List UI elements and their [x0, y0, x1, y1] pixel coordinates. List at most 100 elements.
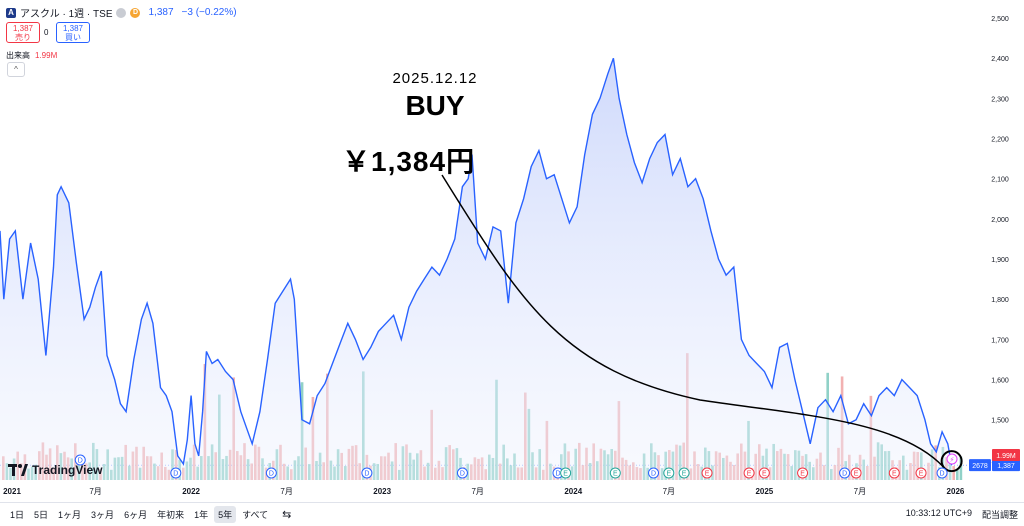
x-tick-label: 7月 [854, 487, 866, 496]
range-button-0[interactable]: 1日 [10, 510, 25, 520]
y-tick-label: 1,800 [991, 297, 1009, 304]
range-button-5[interactable]: 年初来 [157, 510, 185, 520]
lightning-glyph: ⚡ [950, 456, 955, 464]
event-marker-label: D [269, 471, 274, 478]
earnings-marker-icon [701, 467, 713, 479]
event-marker-label: D [173, 471, 178, 478]
earnings-marker-icon [850, 467, 862, 479]
x-tick-label: 7月 [280, 487, 292, 496]
y-axis: 1,4001,5001,6001,7001,8001,9002,0002,100… [991, 16, 1009, 465]
dividend-marker-icon [648, 467, 660, 479]
event-marker-label: D [364, 471, 369, 478]
annotation-price: ￥1,384円 [342, 146, 476, 177]
event-marker-label: E [705, 471, 710, 478]
price-area-fill [0, 58, 952, 480]
x-tick-label: 2026 [947, 487, 965, 496]
sell-label: 売り [15, 32, 31, 42]
event-marker-label: D [842, 471, 847, 478]
y-tick-label: 2,500 [991, 16, 1009, 23]
earnings-marker-icon [609, 467, 621, 479]
y-tick-label: 2,300 [991, 96, 1009, 103]
sell-price: 1,387 [12, 23, 34, 33]
y-tick-label: 1,500 [991, 418, 1009, 425]
annotation-curve [441, 174, 945, 468]
tradingview-logo[interactable]: TradingView [8, 463, 102, 477]
buy-label: 買い [65, 32, 81, 42]
annotation-layer [441, 174, 963, 473]
range-button-3[interactable]: 3ヶ月 [91, 510, 115, 520]
range-button-2[interactable]: 1ヶ月 [58, 510, 82, 520]
range-button-7[interactable]: 5年 [214, 506, 237, 523]
range-button-6[interactable]: 1年 [194, 510, 209, 520]
event-marker-label: D [940, 471, 945, 478]
lightning-icon [946, 453, 958, 465]
collapse-legend-button[interactable]: ^ [7, 62, 25, 77]
volume-value-tag-text: 1.99M [996, 453, 1016, 460]
sell-button[interactable]: 1,387 売り [6, 22, 40, 43]
volume-tag-text: 2678 [972, 463, 988, 470]
event-marker-label: E [854, 471, 859, 478]
earnings-marker-icon [888, 467, 900, 479]
earnings-marker-icon [758, 467, 770, 479]
bottom-right: 10:33:12 UTC+9 配当調整 [906, 508, 1018, 521]
event-marker-label: E [563, 471, 568, 478]
data-badge-icon: D [130, 7, 141, 18]
range-selector: 1日 5日 1ヶ月 3ヶ月 6ヶ月 年初来 1年 5年 すべて [4, 506, 272, 523]
x-tick-label: 7月 [471, 487, 483, 496]
date-range-icon[interactable]: ⇆ [282, 509, 292, 521]
annotation-date: 2025.12.12 [392, 70, 478, 87]
range-button-4[interactable]: 6ヶ月 [124, 510, 148, 520]
event-markers: DD D D D D E E D E E E E E E D E E E D⚡ [74, 453, 958, 479]
event-marker-label: E [800, 471, 805, 478]
volume-bar [959, 456, 963, 480]
dividend-marker-icon [839, 467, 851, 479]
event-marker-label: E [747, 471, 752, 478]
y-tick-label: 1,900 [991, 257, 1009, 264]
tradingview-wordmark: TradingView [32, 463, 103, 477]
price-line [0, 57, 953, 466]
earnings-marker-icon [560, 467, 572, 479]
y-tick-label: 1,700 [991, 337, 1009, 344]
range-button-1[interactable]: 5日 [34, 510, 49, 520]
dividend-marker-icon [456, 467, 468, 479]
volume-bar [956, 469, 959, 480]
event-marker-label: D [555, 471, 560, 478]
buy-button[interactable]: 1,387 買い [56, 22, 90, 43]
event-marker-label: E [682, 471, 687, 478]
x-tick-label: 2025 [755, 487, 773, 496]
x-tick-label: 2023 [373, 487, 391, 496]
event-marker-label: D [651, 471, 656, 478]
x-tick-label: 2022 [182, 487, 200, 496]
price-change: −3 (−0.22%) [181, 7, 237, 18]
adjust-toggle[interactable]: 配当調整 [981, 510, 1018, 520]
volume-value: 1.99M [35, 51, 58, 60]
annotation-circle-icon [940, 450, 963, 473]
y-tick-label: 2,100 [991, 177, 1009, 184]
range-button-8[interactable]: すべて [242, 510, 269, 520]
earnings-marker-icon [797, 467, 809, 479]
dividend-marker-icon [361, 467, 373, 479]
price-tags: 2678 1,387 1.99M [969, 449, 1020, 472]
x-axis: 2021 7月 2022 7月 2023 7月 2024 7月 2025 7月 2026 [3, 487, 965, 496]
x-tick-label: 2021 [3, 487, 21, 496]
event-marker-label: E [892, 471, 897, 478]
volume-legend[interactable]: 出来高 1.99M [6, 50, 57, 61]
dividend-marker-icon [170, 467, 182, 479]
symbol-header[interactable]: A アスクル · 1週 · TSE D 1,387 −3 (−0.22%) [6, 5, 237, 20]
symbol-name[interactable]: アスクル · 1週 · TSE [20, 9, 113, 20]
annotation-action: BUY [405, 90, 465, 121]
y-tick-label: 2,400 [991, 56, 1009, 63]
x-tick-label: 7月 [663, 487, 675, 496]
symbol-logo-icon: A [6, 7, 16, 18]
market-status-icon [116, 7, 127, 18]
volume-value-tag-bg [992, 449, 1020, 461]
event-marker-label: D [78, 458, 83, 465]
y-tick-label: 1,600 [991, 378, 1009, 385]
volume-bar [952, 466, 955, 480]
clock[interactable]: 10:33:12 UTC+9 [905, 508, 972, 518]
last-price-tag-text: 1,387 [997, 463, 1015, 470]
y-tick-label: 2,000 [991, 217, 1009, 224]
event-marker-label: E [666, 471, 671, 478]
dividend-marker-icon [74, 454, 86, 466]
